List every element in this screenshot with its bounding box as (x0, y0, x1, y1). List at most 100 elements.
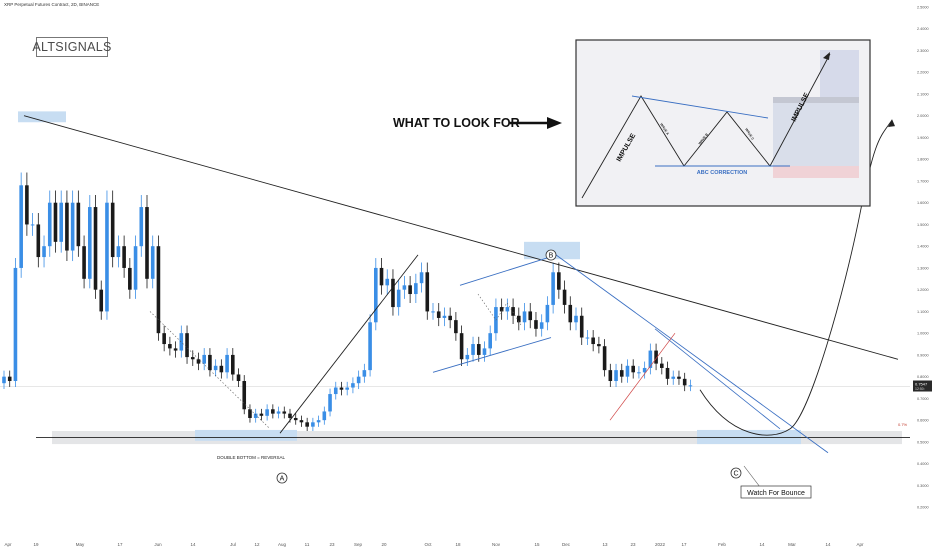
candle-body (213, 365, 218, 371)
candle-body (328, 394, 332, 412)
y-tick-label: 0.9000 (917, 353, 929, 357)
y-tick-label: 1.0000 (917, 332, 929, 336)
y-tick-label: 2.1000 (917, 92, 929, 96)
x-tick-label: 23 (329, 542, 335, 547)
label-c-text: C (733, 471, 738, 478)
inset-arrowhead (823, 52, 830, 60)
candle-body (276, 411, 281, 414)
y-tick-label: 0.3000 (917, 484, 929, 488)
candlestick-series (2, 172, 693, 432)
candle-body (93, 207, 98, 290)
descending-trendline (549, 250, 829, 454)
flag-lower-line (432, 337, 552, 373)
candle-body (322, 411, 327, 421)
pointer-arrowhead (547, 117, 562, 129)
candle-body (602, 346, 607, 371)
red-support-line (609, 332, 676, 421)
candle-body (311, 422, 315, 427)
x-tick-label: 13 (602, 542, 608, 547)
candle-body (242, 381, 247, 410)
label-c-circle (730, 467, 742, 479)
candle-body (568, 304, 573, 323)
candle-body (70, 202, 75, 251)
candle-body (557, 272, 561, 290)
candle-body (419, 272, 424, 284)
candle-body (614, 370, 618, 382)
candle-body (402, 285, 407, 290)
candle-body (88, 207, 92, 279)
x-tick-label: 23 (630, 542, 636, 547)
candle-body (116, 246, 121, 258)
y-tick-label: 1.4000 (917, 245, 929, 249)
candle-body (408, 285, 412, 295)
y-tick-label: 0.2000 (917, 506, 929, 510)
candle-body (488, 333, 492, 349)
y-tick-label: 2.4000 (917, 27, 929, 31)
chart-title: XRP Perpetual Futures Contract, 2D, BINA… (4, 2, 100, 7)
label-a-text: A (280, 476, 285, 483)
y-tick-label: 0.6000 (917, 419, 929, 423)
candle-body (517, 315, 521, 323)
candle-body (465, 354, 470, 360)
x-tick-label: 14 (825, 542, 831, 547)
candle-body (528, 311, 533, 321)
x-tick-label: 12 (254, 542, 260, 547)
candle-body (133, 246, 138, 290)
candle-body (128, 267, 132, 290)
candle-body (162, 333, 166, 345)
candle-body (139, 207, 144, 247)
candle-body (19, 185, 23, 268)
candle-body (42, 246, 46, 258)
candle-body (356, 376, 361, 384)
y-tick-label: 1.1000 (917, 310, 929, 314)
x-tick-label: 11 (305, 542, 310, 547)
candle-body (631, 365, 635, 373)
label-a-circle (276, 472, 288, 484)
candle-body (339, 387, 344, 390)
label-b-circle (545, 249, 557, 261)
y-tick-label: 2.2000 (917, 71, 929, 75)
candle-body (551, 272, 555, 305)
y-tick-label: 1.2000 (917, 288, 929, 292)
candle-body (190, 357, 195, 360)
x-tick-label: 17 (681, 542, 687, 547)
candle-body (173, 348, 178, 351)
candle-body (677, 376, 681, 379)
x-tick-label: Aug (278, 542, 287, 547)
annotation-lines (23, 115, 899, 454)
candle-body (185, 333, 189, 358)
breakout-line (279, 254, 419, 434)
candle-body (59, 202, 63, 242)
candle-body (562, 289, 567, 305)
candle-body (7, 376, 12, 382)
candle-body (574, 315, 578, 323)
x-tick-label: Jul (230, 542, 236, 547)
candle-body (425, 272, 430, 312)
candle-body (454, 320, 458, 334)
candle-body (110, 202, 115, 258)
candle-body (236, 374, 241, 382)
candle-body (476, 344, 481, 355)
projection-arrowhead (888, 119, 895, 128)
candle-body (539, 322, 544, 329)
callout-pointer (743, 465, 761, 488)
x-tick-label: 18 (455, 542, 461, 547)
y-tick-label: 1.7000 (917, 179, 929, 183)
candle-body (225, 354, 229, 373)
candle-body (293, 417, 298, 421)
candle-body (259, 413, 264, 416)
candle-body (65, 202, 69, 251)
label-b-text: B (549, 253, 554, 260)
candle-body (305, 422, 309, 427)
candle-body (625, 365, 630, 377)
current-price-value: 0.7547 (915, 382, 928, 387)
x-tick-label: Nov (492, 542, 501, 547)
inset-wave-c: WAVE C (744, 127, 755, 141)
candle-body (202, 354, 206, 364)
candle-body (76, 202, 81, 247)
x-tick-label: Sep (354, 542, 363, 547)
candle-body (13, 267, 18, 382)
candle-body (25, 185, 29, 225)
candle-body (265, 409, 269, 416)
